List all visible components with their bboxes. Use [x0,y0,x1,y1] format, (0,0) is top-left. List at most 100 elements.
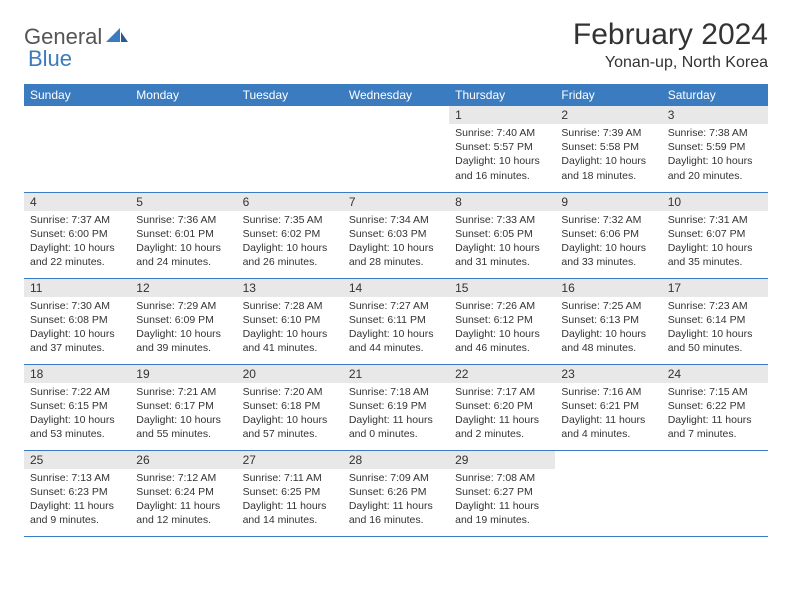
calendar-table: Sunday Monday Tuesday Wednesday Thursday… [24,84,768,537]
day-detail: Sunrise: 7:28 AMSunset: 6:10 PMDaylight:… [237,297,343,360]
sunset-text: Sunset: 6:10 PM [243,313,337,327]
day-number: 15 [449,279,555,297]
calendar-cell: 26Sunrise: 7:12 AMSunset: 6:24 PMDayligh… [130,450,236,536]
day-number: 5 [130,193,236,211]
sunset-text: Sunset: 6:23 PM [30,485,124,499]
title-block: February 2024 Yonan-up, North Korea [573,18,768,72]
sunset-text: Sunset: 6:02 PM [243,227,337,241]
day-detail: Sunrise: 7:29 AMSunset: 6:09 PMDaylight:… [130,297,236,360]
daylight-text: Daylight: 10 hours [561,241,655,255]
calendar-cell [237,106,343,192]
day-detail: Sunrise: 7:40 AMSunset: 5:57 PMDaylight:… [449,124,555,187]
calendar-cell: 8Sunrise: 7:33 AMSunset: 6:05 PMDaylight… [449,192,555,278]
sunrise-text: Sunrise: 7:11 AM [243,471,337,485]
day-detail: Sunrise: 7:31 AMSunset: 6:07 PMDaylight:… [662,211,768,274]
calendar-cell: 6Sunrise: 7:35 AMSunset: 6:02 PMDaylight… [237,192,343,278]
daylight-text: Daylight: 10 hours [243,241,337,255]
calendar-cell [343,106,449,192]
sunset-text: Sunset: 6:20 PM [455,399,549,413]
day-number: 27 [237,451,343,469]
daylight-text: Daylight: 11 hours [30,499,124,513]
sunrise-text: Sunrise: 7:08 AM [455,471,549,485]
day-number: 18 [24,365,130,383]
day-number: 14 [343,279,449,297]
calendar-cell: 2Sunrise: 7:39 AMSunset: 5:58 PMDaylight… [555,106,661,192]
calendar-cell: 15Sunrise: 7:26 AMSunset: 6:12 PMDayligh… [449,278,555,364]
day-number: 3 [662,106,768,124]
sunrise-text: Sunrise: 7:37 AM [30,213,124,227]
sunrise-text: Sunrise: 7:21 AM [136,385,230,399]
calendar-cell: 20Sunrise: 7:20 AMSunset: 6:18 PMDayligh… [237,364,343,450]
sunset-text: Sunset: 6:06 PM [561,227,655,241]
sunrise-text: Sunrise: 7:38 AM [668,126,762,140]
daylight-text: Daylight: 10 hours [243,413,337,427]
calendar-cell: 29Sunrise: 7:08 AMSunset: 6:27 PMDayligh… [449,450,555,536]
calendar-week-row: 1Sunrise: 7:40 AMSunset: 5:57 PMDaylight… [24,106,768,192]
calendar-cell: 17Sunrise: 7:23 AMSunset: 6:14 PMDayligh… [662,278,768,364]
sunset-text: Sunset: 6:13 PM [561,313,655,327]
day-number: 2 [555,106,661,124]
calendar-cell [130,106,236,192]
day-number: 26 [130,451,236,469]
daylight-text: Daylight: 10 hours [30,241,124,255]
daylight-text: and 19 minutes. [455,513,549,527]
daylight-text: and 35 minutes. [668,255,762,269]
weekday-header: Wednesday [343,84,449,106]
daylight-text: and 20 minutes. [668,169,762,183]
daylight-text: and 14 minutes. [243,513,337,527]
day-detail: Sunrise: 7:18 AMSunset: 6:19 PMDaylight:… [343,383,449,446]
sunrise-text: Sunrise: 7:25 AM [561,299,655,313]
daylight-text: Daylight: 10 hours [668,241,762,255]
sunrise-text: Sunrise: 7:36 AM [136,213,230,227]
sunrise-text: Sunrise: 7:40 AM [455,126,549,140]
sunset-text: Sunset: 6:01 PM [136,227,230,241]
sunset-text: Sunset: 6:14 PM [668,313,762,327]
daylight-text: and 39 minutes. [136,341,230,355]
sunrise-text: Sunrise: 7:26 AM [455,299,549,313]
sunrise-text: Sunrise: 7:32 AM [561,213,655,227]
daylight-text: Daylight: 10 hours [30,413,124,427]
daylight-text: and 57 minutes. [243,427,337,441]
day-detail: Sunrise: 7:30 AMSunset: 6:08 PMDaylight:… [24,297,130,360]
daylight-text: Daylight: 11 hours [668,413,762,427]
calendar-cell: 16Sunrise: 7:25 AMSunset: 6:13 PMDayligh… [555,278,661,364]
day-number: 24 [662,365,768,383]
sunrise-text: Sunrise: 7:13 AM [30,471,124,485]
daylight-text: Daylight: 10 hours [455,154,549,168]
day-number: 29 [449,451,555,469]
calendar-cell: 24Sunrise: 7:15 AMSunset: 6:22 PMDayligh… [662,364,768,450]
sunrise-text: Sunrise: 7:39 AM [561,126,655,140]
day-detail: Sunrise: 7:17 AMSunset: 6:20 PMDaylight:… [449,383,555,446]
day-detail: Sunrise: 7:20 AMSunset: 6:18 PMDaylight:… [237,383,343,446]
day-detail: Sunrise: 7:33 AMSunset: 6:05 PMDaylight:… [449,211,555,274]
daylight-text: Daylight: 11 hours [455,413,549,427]
daylight-text: and 28 minutes. [349,255,443,269]
sunrise-text: Sunrise: 7:31 AM [668,213,762,227]
daylight-text: and 24 minutes. [136,255,230,269]
calendar-week-row: 11Sunrise: 7:30 AMSunset: 6:08 PMDayligh… [24,278,768,364]
sunrise-text: Sunrise: 7:09 AM [349,471,443,485]
daylight-text: and 53 minutes. [30,427,124,441]
day-number: 8 [449,193,555,211]
day-number: 16 [555,279,661,297]
calendar-cell: 23Sunrise: 7:16 AMSunset: 6:21 PMDayligh… [555,364,661,450]
day-number: 9 [555,193,661,211]
daylight-text: and 0 minutes. [349,427,443,441]
calendar-cell: 4Sunrise: 7:37 AMSunset: 6:00 PMDaylight… [24,192,130,278]
daylight-text: and 33 minutes. [561,255,655,269]
calendar-cell: 10Sunrise: 7:31 AMSunset: 6:07 PMDayligh… [662,192,768,278]
sunrise-text: Sunrise: 7:27 AM [349,299,443,313]
sunrise-text: Sunrise: 7:34 AM [349,213,443,227]
sunrise-text: Sunrise: 7:35 AM [243,213,337,227]
day-number: 7 [343,193,449,211]
daylight-text: Daylight: 11 hours [136,499,230,513]
daylight-text: and 55 minutes. [136,427,230,441]
day-detail: Sunrise: 7:22 AMSunset: 6:15 PMDaylight:… [24,383,130,446]
daylight-text: Daylight: 10 hours [455,327,549,341]
calendar-cell: 5Sunrise: 7:36 AMSunset: 6:01 PMDaylight… [130,192,236,278]
calendar-cell [24,106,130,192]
sunset-text: Sunset: 6:03 PM [349,227,443,241]
sunset-text: Sunset: 6:19 PM [349,399,443,413]
sunrise-text: Sunrise: 7:22 AM [30,385,124,399]
sunrise-text: Sunrise: 7:28 AM [243,299,337,313]
